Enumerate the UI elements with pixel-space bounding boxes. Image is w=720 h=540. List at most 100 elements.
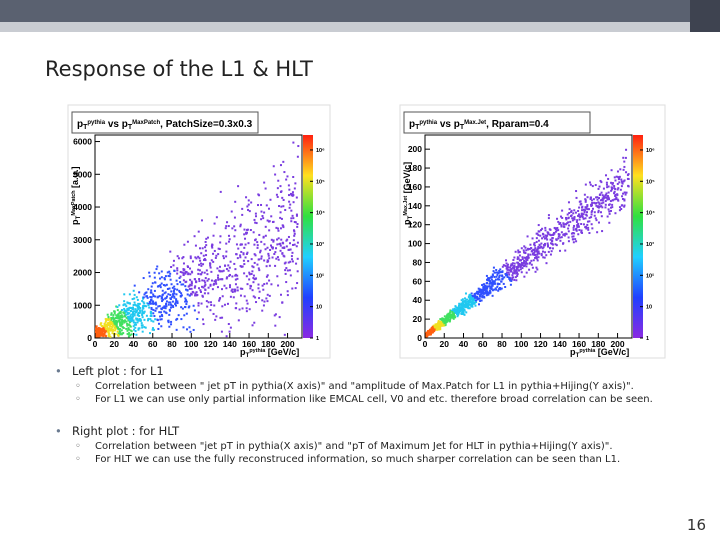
density-point <box>279 164 282 167</box>
density-point <box>165 300 168 303</box>
density-point <box>266 274 269 277</box>
density-point <box>166 287 169 290</box>
density-point <box>623 179 626 182</box>
density-point <box>110 316 113 319</box>
density-point <box>142 297 145 300</box>
density-point <box>618 209 621 212</box>
density-point <box>128 293 131 296</box>
density-point <box>605 196 608 199</box>
label-part: [GeV/c] <box>402 162 412 196</box>
density-point <box>533 243 536 246</box>
density-point <box>156 319 159 322</box>
density-point <box>582 213 585 216</box>
density-point <box>241 207 244 210</box>
density-point <box>239 294 242 297</box>
density-point <box>463 300 466 303</box>
density-point <box>263 283 266 286</box>
density-point <box>296 225 299 228</box>
density-point <box>218 299 221 302</box>
density-point <box>519 259 522 262</box>
density-point <box>102 333 105 336</box>
density-point <box>137 312 140 315</box>
density-point <box>293 234 296 237</box>
density-point <box>291 260 294 263</box>
density-point <box>223 284 226 287</box>
density-point <box>550 250 553 253</box>
density-point <box>160 313 163 316</box>
density-point <box>123 309 126 312</box>
density-point <box>498 278 501 281</box>
density-point <box>181 307 184 310</box>
density-point <box>498 274 501 277</box>
density-point <box>248 278 251 281</box>
density-point <box>284 208 287 211</box>
density-point <box>228 286 231 289</box>
density-point <box>517 263 520 266</box>
density-point <box>292 141 295 144</box>
density-point <box>217 278 220 281</box>
density-point <box>239 256 242 259</box>
density-point <box>256 263 259 266</box>
y-tick-label: 120 <box>408 220 422 230</box>
density-point <box>138 327 141 330</box>
density-point <box>513 265 516 268</box>
density-point <box>513 256 516 259</box>
density-point <box>450 316 453 319</box>
density-point <box>127 308 130 311</box>
density-point <box>537 245 540 248</box>
density-point <box>614 197 617 200</box>
density-point <box>616 198 619 201</box>
density-point <box>520 247 523 250</box>
density-point <box>180 292 183 295</box>
density-point <box>513 269 516 272</box>
density-point <box>539 234 542 237</box>
density-point <box>263 181 266 184</box>
density-point <box>152 295 155 298</box>
density-point <box>489 281 492 284</box>
density-point <box>231 288 234 291</box>
density-point <box>189 255 192 258</box>
density-point <box>281 241 284 244</box>
density-point <box>490 278 493 281</box>
label-part: p <box>402 219 412 225</box>
density-point <box>135 333 138 336</box>
density-point <box>190 284 193 287</box>
density-point <box>185 280 188 283</box>
density-point <box>285 281 288 284</box>
density-point <box>604 196 607 199</box>
density-point <box>294 182 297 185</box>
density-point <box>554 243 557 246</box>
density-point <box>541 227 544 230</box>
density-point <box>139 318 142 321</box>
density-point <box>121 323 124 326</box>
density-point <box>509 268 512 271</box>
density-point <box>461 302 464 305</box>
density-point <box>218 248 221 251</box>
density-point <box>202 254 205 257</box>
density-point <box>437 326 440 329</box>
density-point <box>215 282 218 285</box>
density-point <box>143 305 146 308</box>
density-point <box>272 220 275 223</box>
density-point <box>273 253 276 256</box>
density-point <box>227 225 230 228</box>
density-point <box>104 331 107 334</box>
density-point <box>131 313 134 316</box>
density-point <box>116 326 119 329</box>
density-point <box>279 293 282 296</box>
density-point <box>204 249 207 252</box>
density-point <box>526 256 529 259</box>
density-point <box>123 300 126 303</box>
density-point <box>132 289 135 292</box>
density-point <box>567 236 570 239</box>
density-point <box>170 320 173 323</box>
density-point <box>180 318 183 321</box>
density-point <box>128 312 131 315</box>
density-point <box>212 312 215 315</box>
density-point <box>618 175 621 178</box>
density-point <box>456 315 459 318</box>
density-point <box>542 256 545 259</box>
density-point <box>466 302 469 305</box>
density-point <box>296 282 299 285</box>
density-point <box>229 295 232 298</box>
